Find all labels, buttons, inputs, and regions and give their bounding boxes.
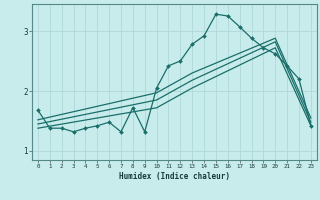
X-axis label: Humidex (Indice chaleur): Humidex (Indice chaleur) (119, 172, 230, 181)
